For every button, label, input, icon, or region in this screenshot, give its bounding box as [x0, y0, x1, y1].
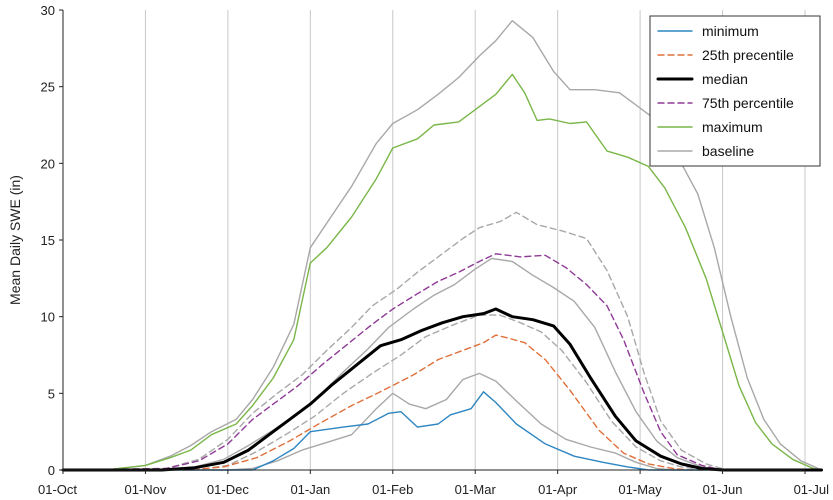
y-axis-label: Mean Daily SWE (in) [7, 175, 23, 305]
x-tick-label-01-mar: 01-Mar [455, 482, 497, 497]
legend: minimum 25th precentile median 75th percent… [649, 15, 821, 167]
series-line-maximum [62, 73, 823, 471]
legend-label-minimum: minimum [702, 23, 759, 39]
x-tick-label-01-oct: 01-Oct [38, 482, 77, 497]
x-tick-label-01-jul: 01-Jul [794, 482, 830, 497]
y-tick-label: 5 [48, 386, 55, 401]
series-line-75th-percentile [62, 253, 823, 471]
legend-label-maximum: maximum [702, 119, 763, 135]
y-tick-label: 20 [41, 156, 55, 171]
legend-label-baseline: baseline [702, 143, 754, 159]
x-tick-label-01-jan: 01-Jan [290, 482, 330, 497]
unlabeled-series-line-4 [62, 211, 823, 471]
x-tick-label-01-apr: 01-Apr [538, 482, 578, 497]
unlabeled-series-line-3 [62, 257, 823, 471]
x-tick-label-01-nov: 01-Nov [124, 482, 166, 497]
series-line-25th-precentile [62, 334, 823, 471]
y-tick-labels: 0 5 10 15 20 25 30 [41, 3, 63, 478]
legend-label-75th-percentile: 75th percentile [702, 95, 794, 111]
legend-label-25th-precentile: 25th precentile [702, 47, 794, 63]
unlabeled-series-line-1 [62, 372, 823, 471]
y-tick-label: 30 [41, 3, 55, 18]
y-tick-label: 15 [41, 233, 55, 248]
series-line-median [61, 307, 823, 472]
y-tick-label: 0 [48, 463, 55, 478]
series-line-baseline [62, 20, 823, 471]
x-tick-label-01-may: 01-May [618, 482, 662, 497]
x-tick-labels: 01-Oct 01-Nov 01-Dec 01-Jan 01-Feb 01-Mar 01-A… [38, 470, 829, 497]
legend-box [649, 15, 821, 167]
x-tick-label-01-feb: 01-Feb [372, 482, 413, 497]
labeled-series-group [61, 20, 823, 472]
legend-items: minimum 25th precentile median 75th percent… [656, 23, 794, 159]
series-line-minimum [62, 391, 823, 471]
x-tick-label-01-dec: 01-Dec [207, 482, 249, 497]
x-tick-label-01-jun: 01-Jun [703, 482, 743, 497]
y-tick-label: 25 [41, 80, 55, 95]
legend-label-median: median [702, 71, 748, 87]
y-tick-label: 10 [41, 310, 55, 325]
